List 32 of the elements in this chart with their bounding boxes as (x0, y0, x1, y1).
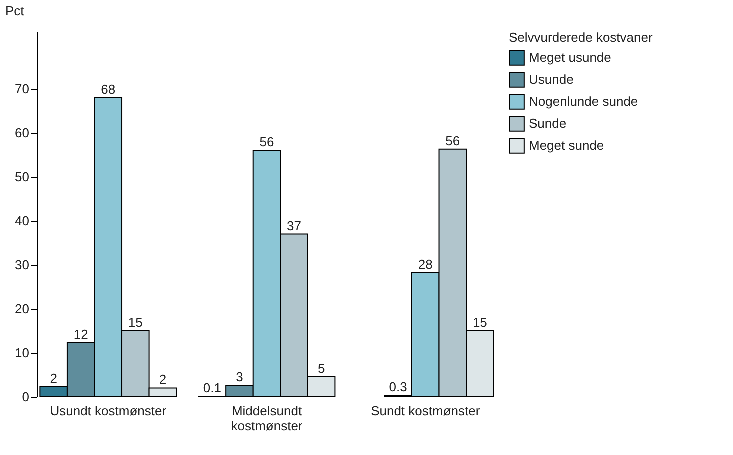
data-label: 0.3 (389, 380, 408, 395)
legend-label: Usunde (529, 72, 574, 87)
data-label: 0.1 (203, 380, 222, 396)
legend-label: Sunde (529, 116, 567, 131)
data-label: 2 (159, 372, 167, 388)
data-label: 15 (472, 315, 488, 330)
y-tick-label: 70 (15, 82, 30, 97)
legend-label: Meget usunde (529, 50, 612, 65)
y-tick-label: 60 (15, 126, 30, 141)
x-tick-label: Middelsundt kostmønster (231, 404, 304, 434)
y-tick-label: 50 (15, 170, 30, 185)
data-label: 68 (101, 82, 116, 97)
y-tick-label: 30 (15, 258, 30, 273)
y-tick-label: 40 (15, 214, 30, 229)
data-label: 37 (287, 218, 302, 234)
y-tick-label: 0 (22, 390, 30, 404)
data-label: 56 (446, 133, 460, 148)
y-tick-label: 20 (15, 302, 30, 317)
legend-label: Nogenlunde sunde (529, 94, 638, 109)
data-label: 2 (50, 370, 58, 386)
y-axis-title: Pct (6, 4, 25, 18)
y-tick-label: 10 (15, 346, 30, 361)
data-label: 15 (128, 315, 143, 330)
x-tick-label: Usundt kostmønster (50, 404, 168, 418)
legend-label: Meget sunde (529, 138, 604, 153)
data-label: 28 (418, 256, 433, 272)
data-label: 5 (318, 360, 326, 376)
legend-title: Selvvurderede kostvaner (509, 30, 654, 45)
data-label: 12 (74, 326, 88, 342)
x-tick-label: Sundt kostmønster (371, 404, 481, 418)
data-label: 56 (260, 134, 274, 150)
data-label: 3 (236, 370, 244, 385)
